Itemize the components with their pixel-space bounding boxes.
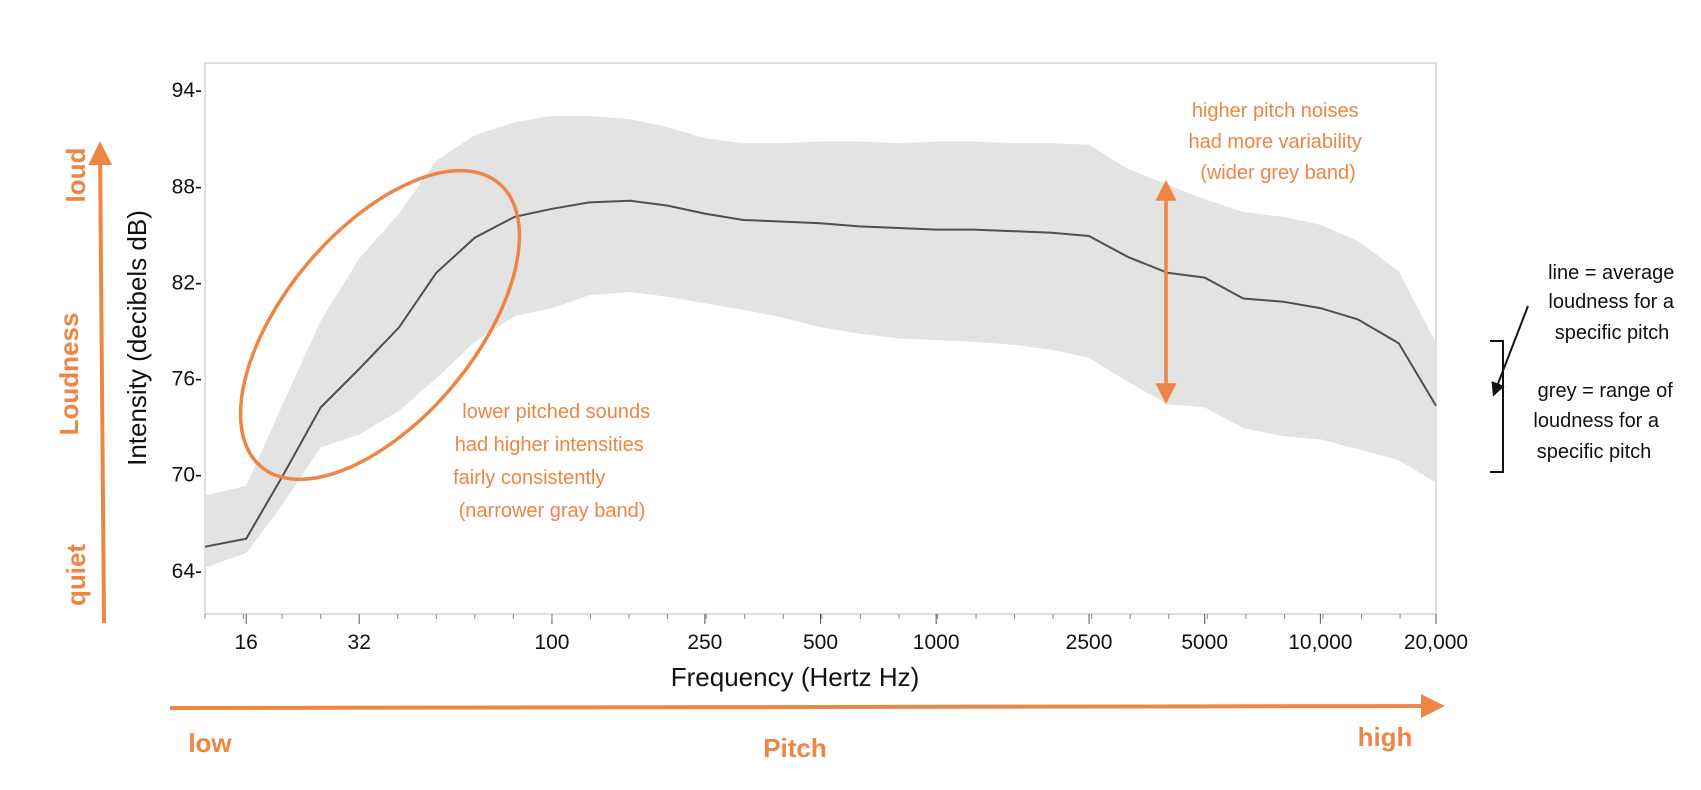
- y-axis-label: Intensity (decibels dB): [122, 210, 152, 466]
- high-pitch-note: higher pitch noises had more variability…: [1189, 100, 1368, 184]
- loud-label: loud: [61, 148, 91, 203]
- x-tick-label: 500: [803, 631, 838, 654]
- high-note-line: (wider grey band): [1200, 162, 1356, 184]
- y-tick-label: 82-: [172, 271, 202, 294]
- high-note-line: higher pitch noises: [1192, 100, 1359, 122]
- pitch-label: Pitch: [763, 733, 827, 763]
- low-frequency-ellipse: [238, 168, 522, 482]
- x-tick-label: 2500: [1066, 631, 1113, 654]
- legend-bracket: [1490, 340, 1504, 473]
- x-tick-label: 1000: [913, 631, 960, 654]
- range-band: [205, 115, 1436, 568]
- low-note-line: fairly consistently: [453, 467, 605, 489]
- low-note-line: had higher intensities: [455, 434, 644, 456]
- y-tick-label: 88-: [172, 175, 202, 198]
- quiet-label: quiet: [61, 544, 91, 606]
- low-label: low: [188, 728, 232, 758]
- legend-pointer-arrow: [1491, 305, 1529, 397]
- average-line: [204, 199, 1437, 548]
- x-tick-label: 32: [348, 631, 371, 654]
- x-tick-label: 100: [534, 631, 569, 654]
- legend-grey-text: specific pitch: [1537, 441, 1652, 463]
- x-axis-label: Frequency (Hertz Hz): [671, 662, 920, 692]
- legend-grey-note: grey = range of loudness for a specific …: [1533, 380, 1678, 463]
- x-tick-label: 5000: [1181, 631, 1228, 654]
- legend-line-note: line = average loudness for a specific p…: [1548, 262, 1680, 344]
- legend-line-text: specific pitch: [1555, 322, 1670, 344]
- x-axis-ticks: 16 32 100 250 500 1000 2500 5000 10,000 20,000: [204, 614, 1468, 654]
- y-axis-ticks: 94- 88- 82- 76- 70- 64-: [172, 79, 202, 583]
- high-note-line: had more variability: [1189, 131, 1362, 153]
- x-tick-label: 20,000: [1404, 631, 1468, 654]
- legend-line-text: line = average: [1548, 262, 1674, 284]
- y-tick-label: 70-: [172, 464, 202, 487]
- legend-grey-text: grey = range of: [1538, 380, 1674, 402]
- legend-line-text: loudness for a: [1548, 291, 1675, 313]
- x-tick-label: 10,000: [1288, 631, 1352, 654]
- low-note-line: lower pitched sounds: [462, 401, 650, 423]
- loudness-label: Loudness: [54, 313, 84, 436]
- pitch-arrow: [169, 694, 1445, 719]
- x-tick-label: 250: [687, 631, 722, 654]
- y-tick-label: 76-: [172, 368, 202, 391]
- x-tick-label: 16: [235, 631, 258, 654]
- low-note-line: (narrower gray band): [459, 500, 646, 522]
- loudness-arrow: [88, 141, 113, 624]
- high-label: high: [1358, 722, 1413, 752]
- legend-grey-text: loudness for a: [1533, 410, 1660, 432]
- low-pitch-note: lower pitched sounds had higher intensit…: [453, 401, 656, 522]
- y-tick-label: 94-: [172, 79, 202, 102]
- y-tick-label: 64-: [172, 560, 202, 583]
